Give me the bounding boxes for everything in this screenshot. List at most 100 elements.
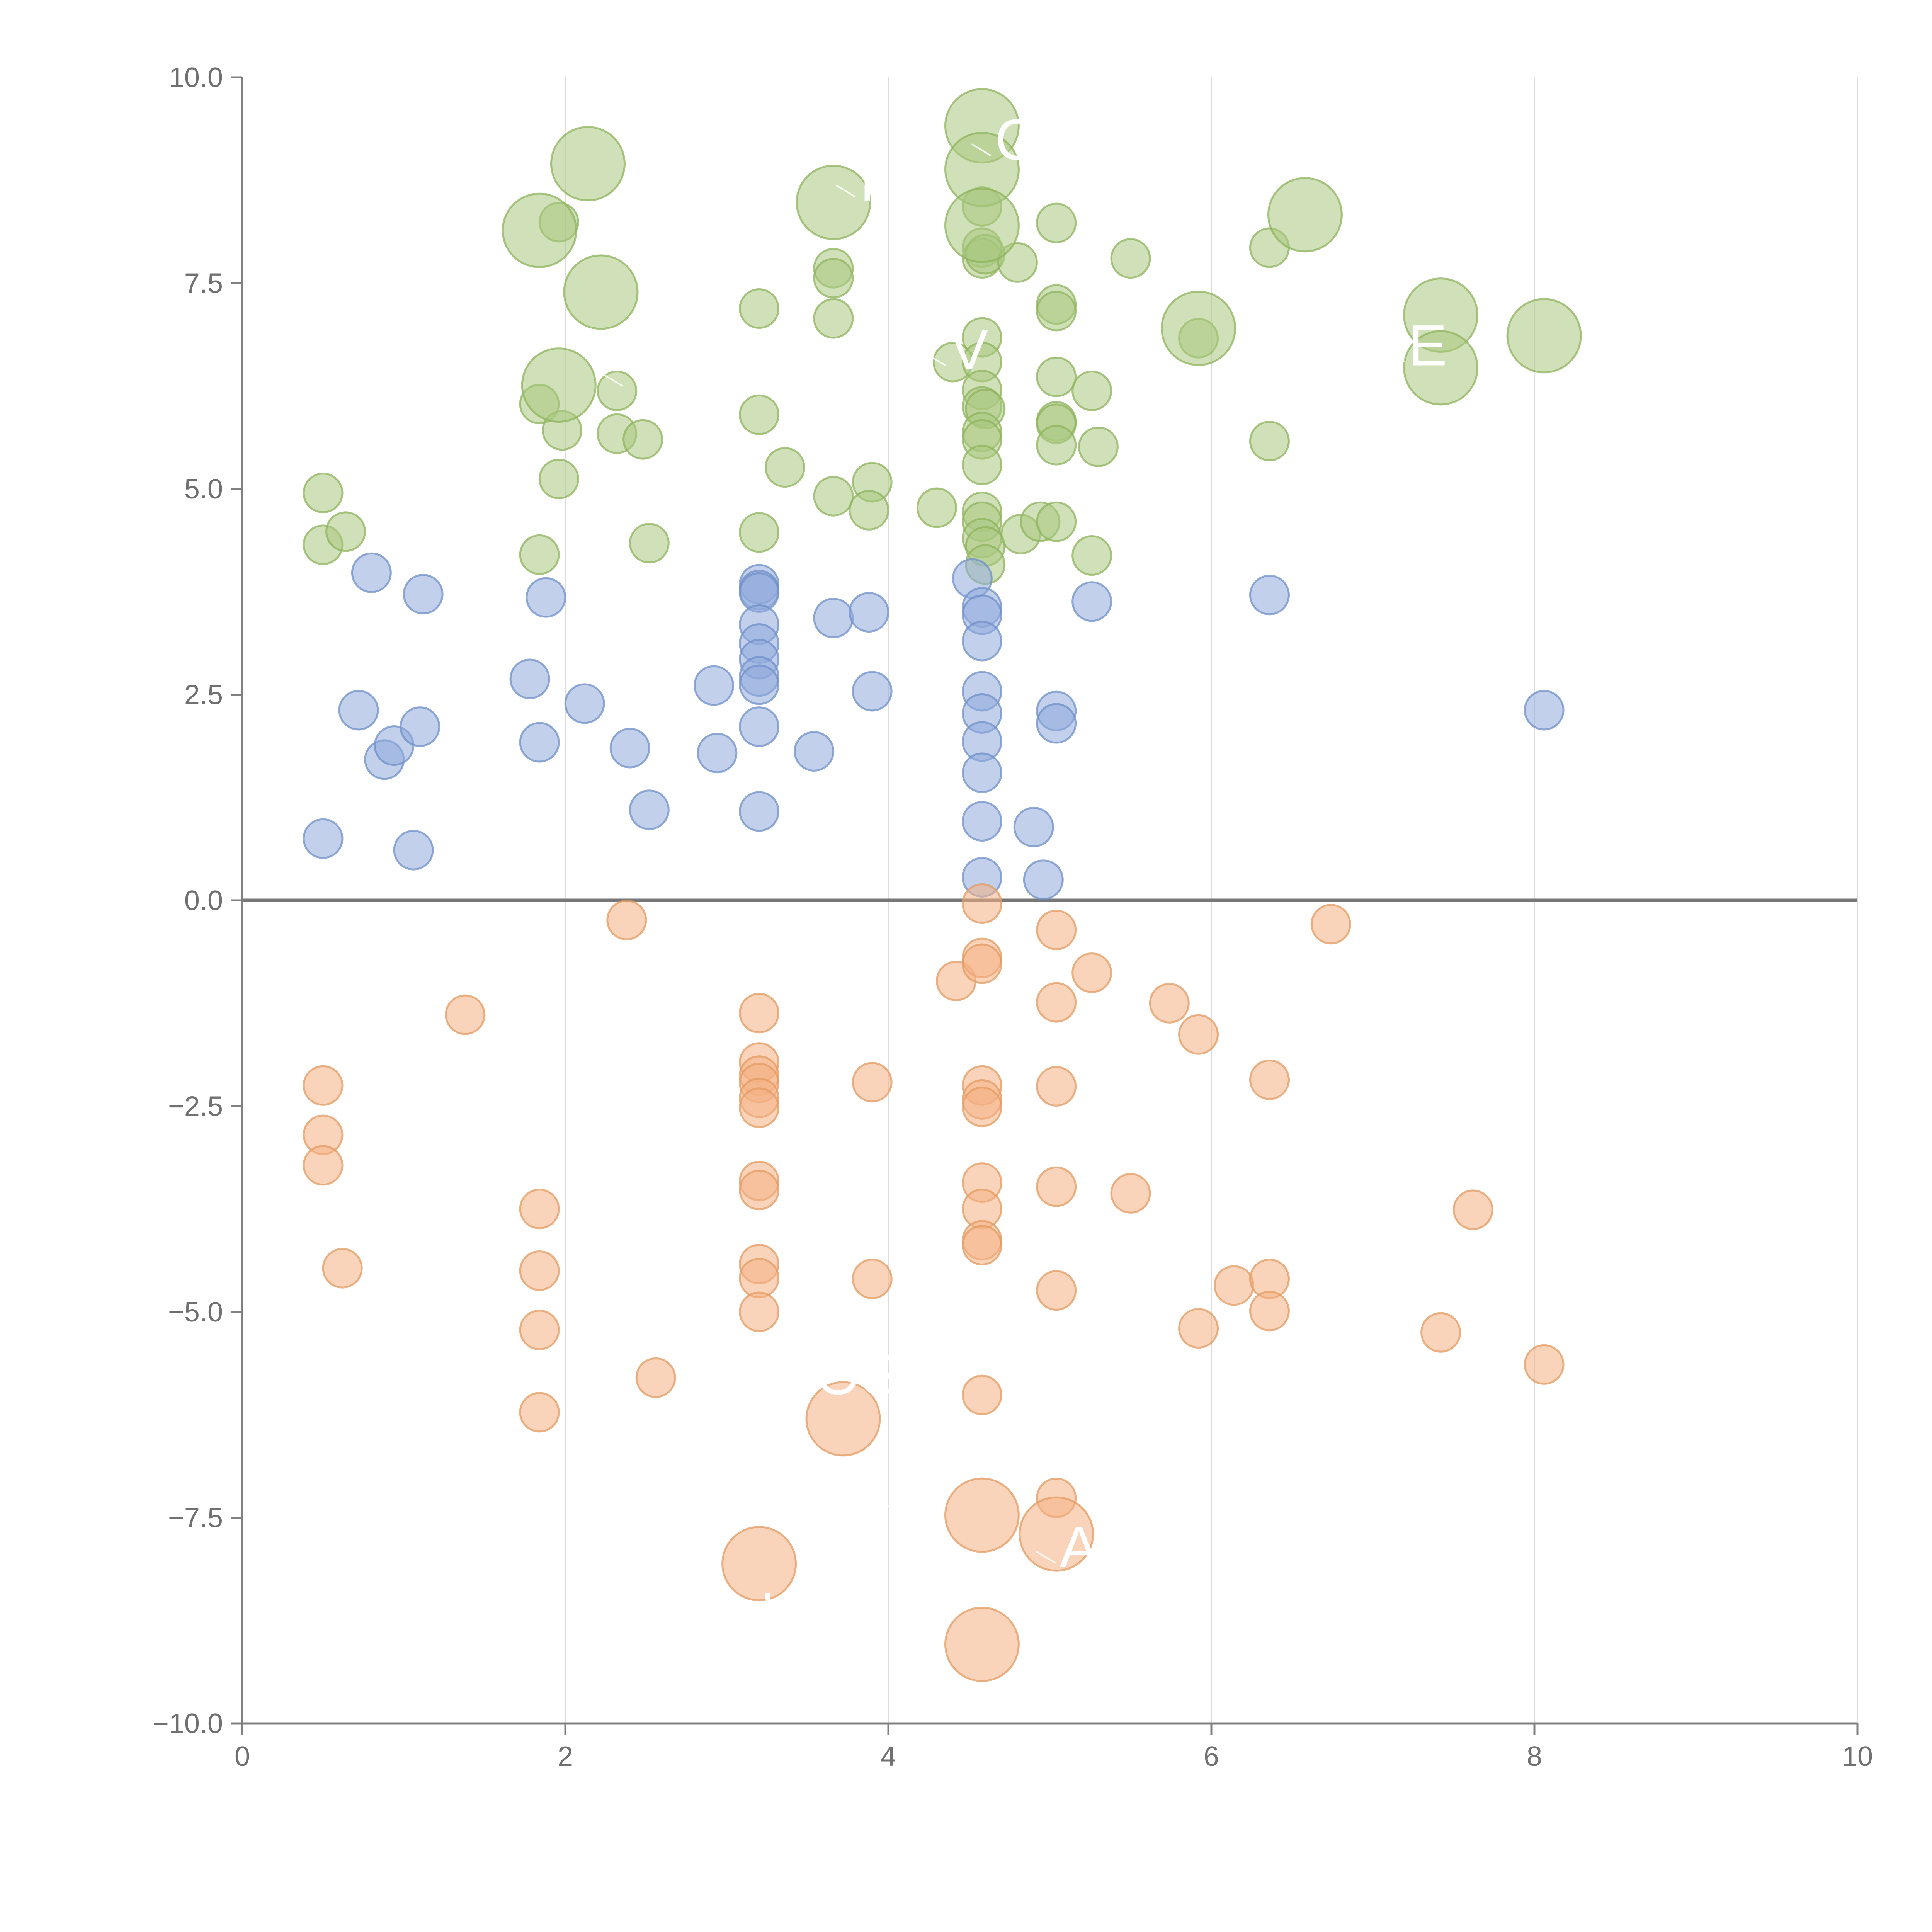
negative-small-point-27	[961, 943, 1002, 984]
positive-high-small-point-8	[597, 371, 638, 412]
negative-small-point-38	[1036, 1066, 1077, 1107]
negative-small-point-44	[1149, 983, 1190, 1024]
positive-low-small-point-27	[813, 597, 854, 638]
negative-small-point-53	[1452, 1189, 1493, 1230]
positive-high-small-point-12	[739, 288, 780, 329]
point-annotation: I	[859, 148, 876, 213]
positive-high-small-point-10	[622, 419, 663, 460]
annotation-leader-8	[1036, 1551, 1056, 1564]
positive-high-small-point-21	[849, 490, 889, 531]
negative-large-point-2	[721, 1526, 797, 1602]
positive-high-small-point-11	[629, 523, 670, 564]
point-annotation: E	[1408, 313, 1447, 378]
positive-high-small-point-52	[1071, 371, 1112, 412]
negative-small-point-42	[1071, 952, 1112, 993]
negative-small-point-36	[1036, 910, 1077, 951]
annotation-leader-6	[792, 1378, 812, 1391]
negative-small-point-22	[852, 1062, 893, 1103]
positive-low-small-point-11	[564, 683, 605, 724]
negative-small-point-7	[519, 1310, 560, 1350]
positive-high-large-point-2	[563, 254, 639, 330]
negative-small-point-43	[1110, 1173, 1151, 1214]
negative-small-point-3	[322, 1248, 363, 1289]
positive-high-large-point-8	[1161, 291, 1236, 366]
point-annotation: ‘’	[565, 70, 591, 135]
negative-small-point-16	[739, 1087, 780, 1128]
positive-low-small-point-23	[739, 664, 780, 705]
positive-high-small-point-35	[961, 444, 1002, 485]
positive-high-small-point-0	[303, 473, 344, 514]
positive-low-small-point-38	[961, 801, 1002, 842]
positive-low-small-point-40	[1013, 806, 1054, 847]
annotation-leader-7	[881, 1501, 901, 1515]
y-tick-label: 7.5	[184, 268, 223, 299]
positive-low-small-point-33	[961, 621, 1002, 662]
positive-low-small-point-37	[961, 752, 1002, 793]
y-tick-label: −7.5	[168, 1503, 223, 1534]
negative-small-point-0	[303, 1065, 344, 1106]
positive-high-large-point-12	[1506, 298, 1582, 374]
x-tick-label: 2	[558, 1741, 573, 1772]
positive-low-small-point-13	[629, 789, 670, 830]
positive-high-small-point-18	[813, 298, 854, 339]
point-annotation: '	[627, 337, 638, 402]
x-tick-label: 6	[1204, 1741, 1219, 1772]
positive-low-small-point-9	[519, 722, 560, 763]
positive-low-small-point-44	[1071, 581, 1112, 622]
positive-high-small-point-46	[1036, 291, 1077, 332]
negative-small-point-51	[1310, 904, 1351, 945]
positive-high-small-point-54	[1071, 535, 1112, 576]
positive-low-small-point-10	[526, 577, 566, 618]
annotation-leader-10	[738, 1616, 759, 1630]
positive-low-small-point-29	[852, 671, 893, 712]
negative-small-point-54	[1524, 1344, 1565, 1385]
positive-low-small-point-41	[1023, 859, 1064, 900]
positive-high-small-point-14	[739, 512, 780, 553]
negative-small-point-4	[445, 994, 486, 1035]
negative-small-point-39	[1036, 1166, 1077, 1207]
negative-small-point-47	[1214, 1265, 1255, 1306]
y-tick-label: −2.5	[168, 1091, 223, 1122]
x-tick-label: 0	[235, 1741, 250, 1772]
x-tick-label: 8	[1527, 1741, 1542, 1772]
positive-high-small-point-51	[1036, 501, 1077, 542]
annotation-leader-2	[835, 184, 856, 198]
positive-high-small-point-3	[519, 534, 560, 575]
positive-high-small-point-2	[325, 511, 366, 552]
negative-small-point-30	[961, 1087, 1002, 1128]
positive-high-small-point-13	[739, 394, 780, 435]
positive-high-large-point-3	[521, 347, 597, 423]
positive-low-small-point-0	[303, 818, 344, 859]
y-tick-label: −5.0	[168, 1297, 223, 1328]
positive-high-large-point-11	[1403, 330, 1479, 406]
annotation-leader-5	[603, 374, 623, 387]
positive-high-small-point-44	[1036, 202, 1077, 243]
positive-low-small-point-43	[1036, 703, 1077, 744]
annotation-leader-9	[703, 1522, 724, 1535]
positive-low-small-point-46	[1524, 690, 1565, 731]
positive-high-large-point-1	[550, 126, 626, 202]
positive-low-small-point-25	[739, 791, 780, 832]
positive-low-small-point-6	[400, 706, 440, 747]
positive-high-small-point-6	[538, 458, 579, 499]
positive-low-small-point-14	[694, 665, 735, 706]
positive-low-small-point-28	[849, 592, 889, 633]
negative-small-point-11	[739, 993, 780, 1034]
negative-small-point-9	[606, 900, 647, 940]
positive-high-small-point-22	[916, 487, 957, 528]
negative-small-point-8	[519, 1392, 560, 1433]
negative-small-point-10	[635, 1357, 676, 1398]
positive-high-small-point-19	[813, 476, 854, 517]
negative-small-point-46	[1178, 1308, 1219, 1349]
y-tick-label: −10.0	[153, 1708, 223, 1739]
positive-low-small-point-45	[1249, 575, 1290, 616]
negative-small-point-5	[519, 1189, 560, 1230]
axes	[231, 76, 1859, 1735]
point-annotation: N	[905, 1465, 946, 1530]
positive-low-small-point-7	[403, 574, 444, 615]
negative-small-point-52	[1420, 1312, 1461, 1353]
point-annotation: C	[995, 107, 1037, 172]
negative-small-point-21	[739, 1291, 780, 1332]
negative-small-point-18	[739, 1170, 780, 1211]
